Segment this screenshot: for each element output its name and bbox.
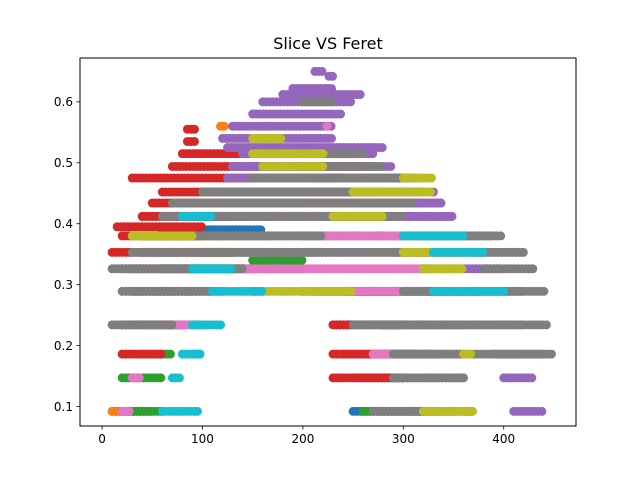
y-tick-label: 0.5: [54, 156, 73, 170]
data-point: [124, 406, 134, 416]
x-tick-label: 400: [492, 432, 515, 446]
series-10: [157, 211, 509, 416]
data-point: [346, 97, 356, 107]
data-point: [196, 222, 206, 232]
data-point: [189, 136, 199, 146]
y-tick-label: 0.2: [54, 339, 73, 353]
data-point: [206, 211, 216, 221]
data-point: [219, 121, 229, 131]
y-axis-ticks: 0.1 0.2 0.3 0.4 0.5 0.6: [54, 95, 80, 414]
data-point: [357, 149, 367, 159]
chart-title: Slice VS Feret: [273, 34, 382, 53]
data-point: [326, 97, 336, 107]
data-point: [478, 247, 488, 257]
x-tick-label: 300: [392, 432, 415, 446]
data-point: [466, 349, 476, 359]
x-tick-label: 0: [98, 432, 106, 446]
data-point: [396, 211, 406, 221]
x-axis-ticks: 0 100 200 300 400: [98, 426, 515, 446]
data-point: [327, 133, 337, 143]
x-tick-label: 100: [191, 432, 214, 446]
plot-background: [80, 58, 576, 426]
y-tick-label: 0.6: [54, 95, 73, 109]
data-point: [426, 173, 436, 183]
data-point: [192, 406, 202, 416]
data-point: [375, 161, 385, 171]
data-point: [336, 109, 346, 119]
data-point: [257, 286, 267, 296]
data-point: [237, 264, 247, 274]
data-point: [276, 133, 286, 143]
y-tick-label: 0.4: [54, 217, 73, 231]
data-point: [322, 121, 332, 131]
data-point: [436, 198, 446, 208]
data-point: [406, 198, 416, 208]
data-point: [187, 231, 197, 241]
data-point: [134, 373, 144, 383]
data-point: [318, 149, 328, 159]
data-point: [539, 286, 549, 296]
data-point: [499, 286, 509, 296]
data-point: [527, 373, 537, 383]
x-tick-label: 200: [291, 432, 314, 446]
data-point: [317, 161, 327, 171]
data-point: [386, 161, 396, 171]
data-point: [546, 349, 556, 359]
data-point: [355, 90, 365, 100]
data-point: [156, 373, 166, 383]
data-point: [165, 349, 175, 359]
data-point: [156, 349, 166, 359]
data-point: [189, 124, 199, 134]
data-point: [167, 320, 177, 330]
data-point: [346, 286, 356, 296]
data-point: [174, 373, 184, 383]
data-point: [195, 349, 205, 359]
data-points: [107, 66, 556, 416]
data-point: [216, 320, 226, 330]
data-point: [496, 231, 506, 241]
data-point: [226, 264, 236, 274]
data-point: [518, 247, 528, 257]
data-point: [328, 71, 338, 81]
y-tick-label: 0.3: [54, 278, 73, 292]
data-point: [316, 231, 326, 241]
data-point: [327, 83, 337, 93]
data-point: [458, 231, 468, 241]
data-point: [317, 66, 327, 76]
data-point: [541, 320, 551, 330]
data-point: [297, 255, 307, 265]
data-point: [457, 264, 467, 274]
data-point: [468, 406, 478, 416]
plot-frame: [79, 57, 577, 427]
data-point: [528, 264, 538, 274]
data-point: [377, 143, 387, 153]
data-point: [459, 373, 469, 383]
data-point: [425, 187, 435, 197]
data-point: [447, 211, 457, 221]
y-tick-label: 0.1: [54, 400, 73, 414]
data-point: [377, 211, 387, 221]
data-point: [537, 406, 547, 416]
